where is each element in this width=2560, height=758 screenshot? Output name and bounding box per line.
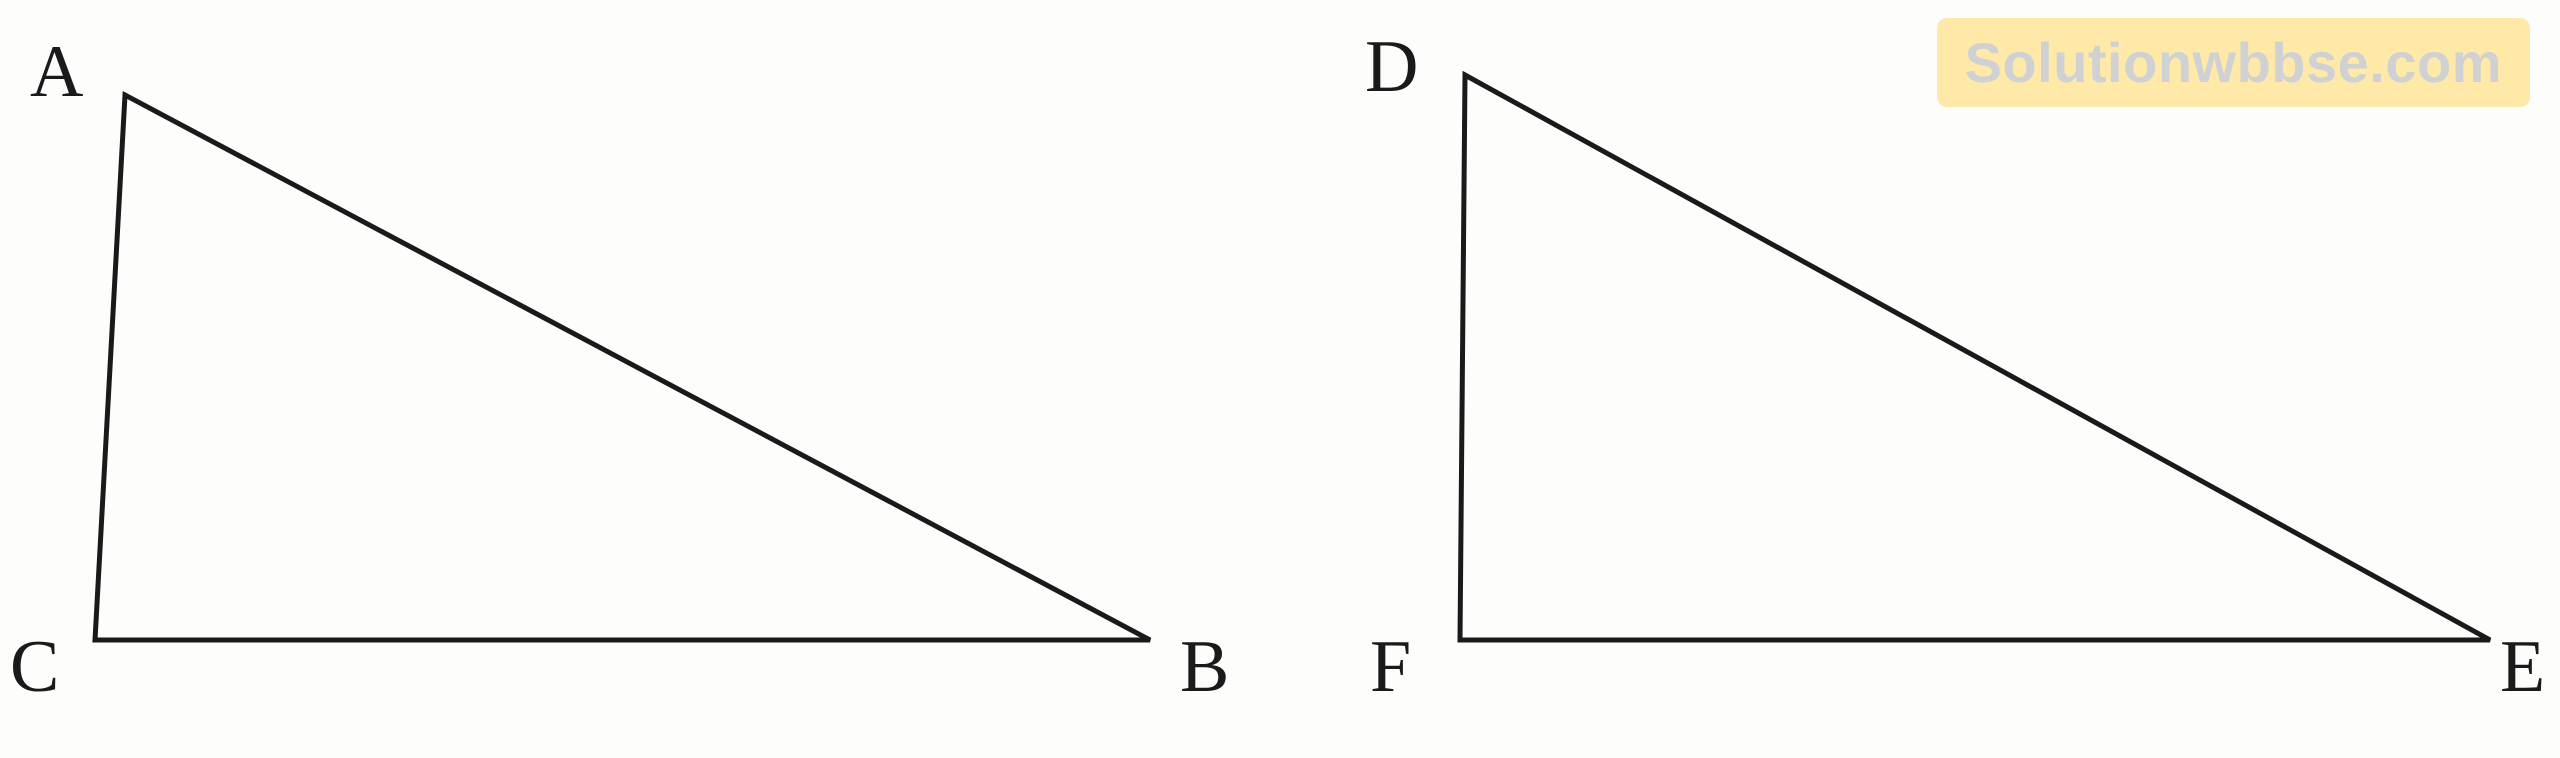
triangle-DEF	[1460, 75, 2490, 640]
vertex-label-A: A	[30, 30, 83, 115]
vertex-label-B: B	[1180, 625, 1229, 710]
vertex-label-E: E	[2500, 625, 2545, 710]
vertex-label-F: F	[1370, 625, 1411, 710]
vertex-label-C: C	[10, 625, 59, 710]
geometry-diagram: A B C D E F	[0, 0, 2560, 753]
triangles-svg	[0, 0, 2560, 753]
triangle-ABC	[95, 95, 1150, 640]
vertex-label-D: D	[1365, 25, 1418, 110]
